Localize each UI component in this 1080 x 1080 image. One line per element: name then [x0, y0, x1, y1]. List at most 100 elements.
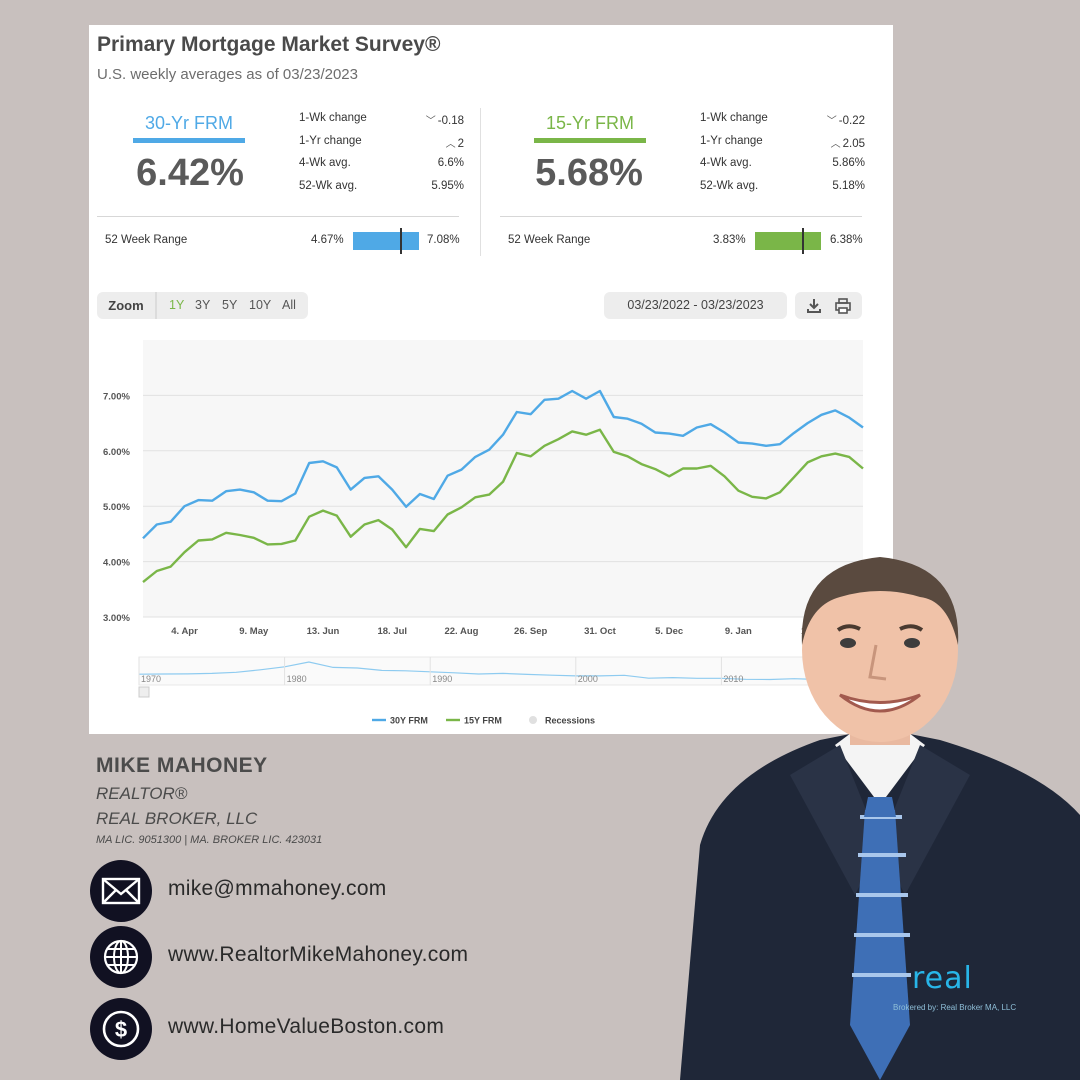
stat-value: ﹀ -0.22: [827, 112, 865, 127]
stat-row: 4-Wk avg. 6.6%: [299, 155, 464, 178]
stat-value: ︿ 2: [446, 135, 464, 150]
download-icon[interactable]: [805, 297, 823, 315]
stat-label: 1-Wk change: [299, 112, 367, 124]
legend-label: 30Y FRM: [390, 716, 428, 726]
survey-panel: Primary Mortgage Market Survey® U.S. wee…: [89, 25, 893, 734]
stat-row: 4-Wk avg. 5.86%: [700, 155, 865, 178]
rate-value-30yr: 6.42%: [136, 152, 244, 194]
vertical-divider: [480, 108, 481, 256]
rate-card-30yr: 30-Yr FRM 6.42% 1-Wk change ﹀ -0.18 1-Yr c…: [97, 110, 467, 260]
chart-tools: [795, 292, 862, 319]
stat-row: 1-Wk change ﹀ -0.18: [299, 110, 464, 133]
divider: [97, 216, 459, 217]
x-tick-label: 26. Sep: [514, 626, 547, 637]
home-value-link[interactable]: www.HomeValueBoston.com: [168, 1015, 445, 1038]
x-tick-label: 4. Apr: [171, 626, 198, 637]
up-chevron-icon: ︿: [830, 138, 841, 150]
x-tick-label: 5. Dec: [655, 626, 683, 637]
range-high-15yr: 6.38%: [830, 234, 863, 246]
stat-number: 2.05: [842, 137, 865, 150]
agent-role: REALTOR®: [96, 784, 188, 803]
zoom-1y-button[interactable]: 1Y: [169, 298, 185, 312]
legend-label: 15Y FRM: [464, 716, 502, 726]
survey-subtitle: U.S. weekly averages as of 03/23/2023: [97, 66, 358, 83]
range-high-30yr: 7.08%: [427, 234, 460, 246]
zoom-5y-button[interactable]: 5Y: [222, 298, 238, 312]
rate-line-chart: 3.00% 4.00% 5.00% 6.00% 7.00% 4. Apr 9. May 13.…: [103, 340, 868, 726]
zoom-label: Zoom: [97, 292, 157, 319]
stat-number: 2: [457, 137, 464, 150]
down-chevron-icon: ﹀: [826, 116, 837, 127]
down-chevron-icon: ﹀: [425, 116, 436, 127]
stat-label: 4-Wk avg.: [299, 157, 351, 169]
rate-name-15yr-label: 15-Yr FRM: [545, 113, 634, 133]
real-logo: real: [912, 961, 973, 996]
x-tick-label: 22. Aug: [444, 626, 478, 637]
stat-value: 5.86%: [832, 157, 865, 169]
y-tick-label: 4.00%: [103, 558, 130, 569]
rate-card-15yr: 15-Yr FRM 5.68% 1-Wk change ﹀ -0.22 1-Yr c…: [500, 110, 870, 260]
email-link[interactable]: mike@mmahoney.com: [168, 877, 387, 900]
series-line-30y: [142, 389, 864, 540]
stat-row: 1-Yr change ︿ 2: [299, 133, 464, 156]
range-label-15yr: 52 Week Range: [508, 234, 591, 246]
series-line-15y: [142, 428, 864, 584]
range-bar-30yr: [353, 232, 419, 250]
y-tick-label: 6.00%: [103, 447, 130, 458]
rate-underline-30yr: [133, 138, 245, 143]
rate-name-30yr-label: 30-Yr FRM: [144, 113, 233, 133]
up-chevron-icon: ︿: [445, 138, 456, 150]
stat-value: 5.95%: [431, 179, 464, 192]
y-tick-label: 5.00%: [103, 502, 130, 513]
divider: [500, 216, 862, 217]
stat-row: 52-Wk avg. 5.95%: [299, 178, 464, 201]
stat-row: 52-Wk avg. 5.18%: [700, 178, 865, 201]
x-tick-label: 9. May: [239, 626, 269, 637]
agent-photo: [680, 557, 1080, 1080]
stat-number: -0.22: [838, 115, 865, 127]
stat-number: -0.18: [437, 115, 464, 127]
navigator-year-label: 1990: [432, 674, 452, 684]
y-tick-label: 7.00%: [103, 391, 130, 402]
print-icon[interactable]: [834, 297, 852, 315]
rate-underline-15yr: [534, 138, 646, 143]
rate-name-30yr: 30-Yr FRM: [133, 113, 245, 143]
stat-label: 1-Yr change: [299, 134, 362, 147]
website-link[interactable]: www.RealtorMikeMahoney.com: [168, 943, 469, 966]
agent-company: REAL BROKER, LLC: [96, 809, 258, 828]
stat-row: 1-Wk change ﹀ -0.22: [700, 110, 865, 133]
navigator-line: [138, 661, 868, 681]
stats-30yr: 1-Wk change ﹀ -0.18 1-Yr change ︿ 2 4-Wk avg…: [299, 110, 464, 200]
range-marker-30yr: [399, 228, 402, 254]
zoom-10y-button[interactable]: 10Y: [249, 298, 272, 312]
range-bar-15yr: [755, 232, 821, 250]
stat-value: ︿ 2.05: [831, 135, 865, 150]
navigator-year-label: 1970: [141, 674, 161, 684]
legend-swatch: [529, 716, 537, 724]
navigator-year-label: 1980: [287, 674, 307, 684]
navigator-year-label: 2010: [723, 674, 743, 684]
x-tick-label: 31. Oct: [584, 626, 617, 637]
dollar-icon: $: [90, 998, 152, 1060]
stat-label: 4-Wk avg.: [700, 157, 752, 169]
zoom-3y-button[interactable]: 3Y: [195, 298, 211, 312]
stat-label: 1-Wk change: [700, 112, 768, 124]
y-tick-label: 3.00%: [103, 613, 130, 624]
range-label-30yr: 52 Week Range: [105, 234, 188, 246]
stat-value: 6.6%: [437, 157, 464, 169]
envelope-icon: [90, 860, 152, 922]
plot-background: [143, 340, 863, 617]
logo-tagline: Brokered by: Real Broker MA, LLC: [893, 1003, 1017, 1012]
date-range-input[interactable]: 03/23/2022 - 03/23/2023: [604, 292, 787, 319]
rate-name-15yr: 15-Yr FRM: [534, 113, 646, 143]
agent-name: MIKE MAHONEY: [96, 754, 268, 777]
stat-value: ﹀ -0.18: [426, 112, 464, 127]
range-marker-15yr: [801, 228, 804, 254]
x-tick-label: 18. Jul: [377, 626, 407, 637]
rate-value-15yr: 5.68%: [535, 152, 643, 194]
agent-license: MA LIC. 9051300 | MA. BROKER LIC. 423031: [96, 834, 323, 846]
globe-icon: [90, 926, 152, 988]
stat-value: 5.18%: [832, 179, 865, 192]
zoom-all-button[interactable]: All: [282, 298, 296, 312]
svg-text:$: $: [115, 1017, 127, 1042]
